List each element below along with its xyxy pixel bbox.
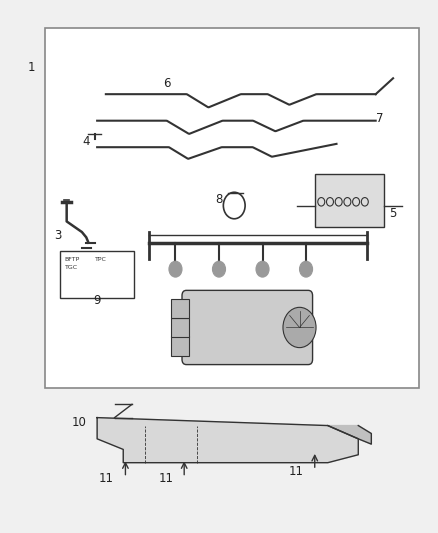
FancyBboxPatch shape <box>182 290 313 365</box>
Text: TGC: TGC <box>64 264 78 270</box>
Bar <box>60 251 134 298</box>
Bar <box>171 318 188 337</box>
Circle shape <box>300 261 313 277</box>
Circle shape <box>283 308 316 348</box>
Circle shape <box>212 261 226 277</box>
Bar <box>45 28 419 389</box>
Polygon shape <box>328 425 371 444</box>
Text: 8: 8 <box>215 192 223 206</box>
Polygon shape <box>97 418 358 463</box>
Text: 11: 11 <box>99 472 114 485</box>
Text: 2: 2 <box>298 321 305 334</box>
Text: BFTP: BFTP <box>64 257 80 262</box>
Text: 4: 4 <box>82 135 90 148</box>
Text: 9: 9 <box>93 294 101 308</box>
Bar <box>315 174 385 227</box>
Text: 1: 1 <box>28 61 35 74</box>
Text: 5: 5 <box>389 207 397 220</box>
Text: TPC: TPC <box>95 257 107 262</box>
Text: 11: 11 <box>289 465 304 478</box>
Text: 3: 3 <box>54 229 62 242</box>
Bar <box>171 336 188 356</box>
Text: 11: 11 <box>158 472 173 485</box>
Circle shape <box>169 261 182 277</box>
Bar <box>171 300 188 318</box>
Text: 7: 7 <box>376 111 384 125</box>
Circle shape <box>256 261 269 277</box>
Text: 6: 6 <box>163 77 170 90</box>
Text: 10: 10 <box>71 416 86 430</box>
